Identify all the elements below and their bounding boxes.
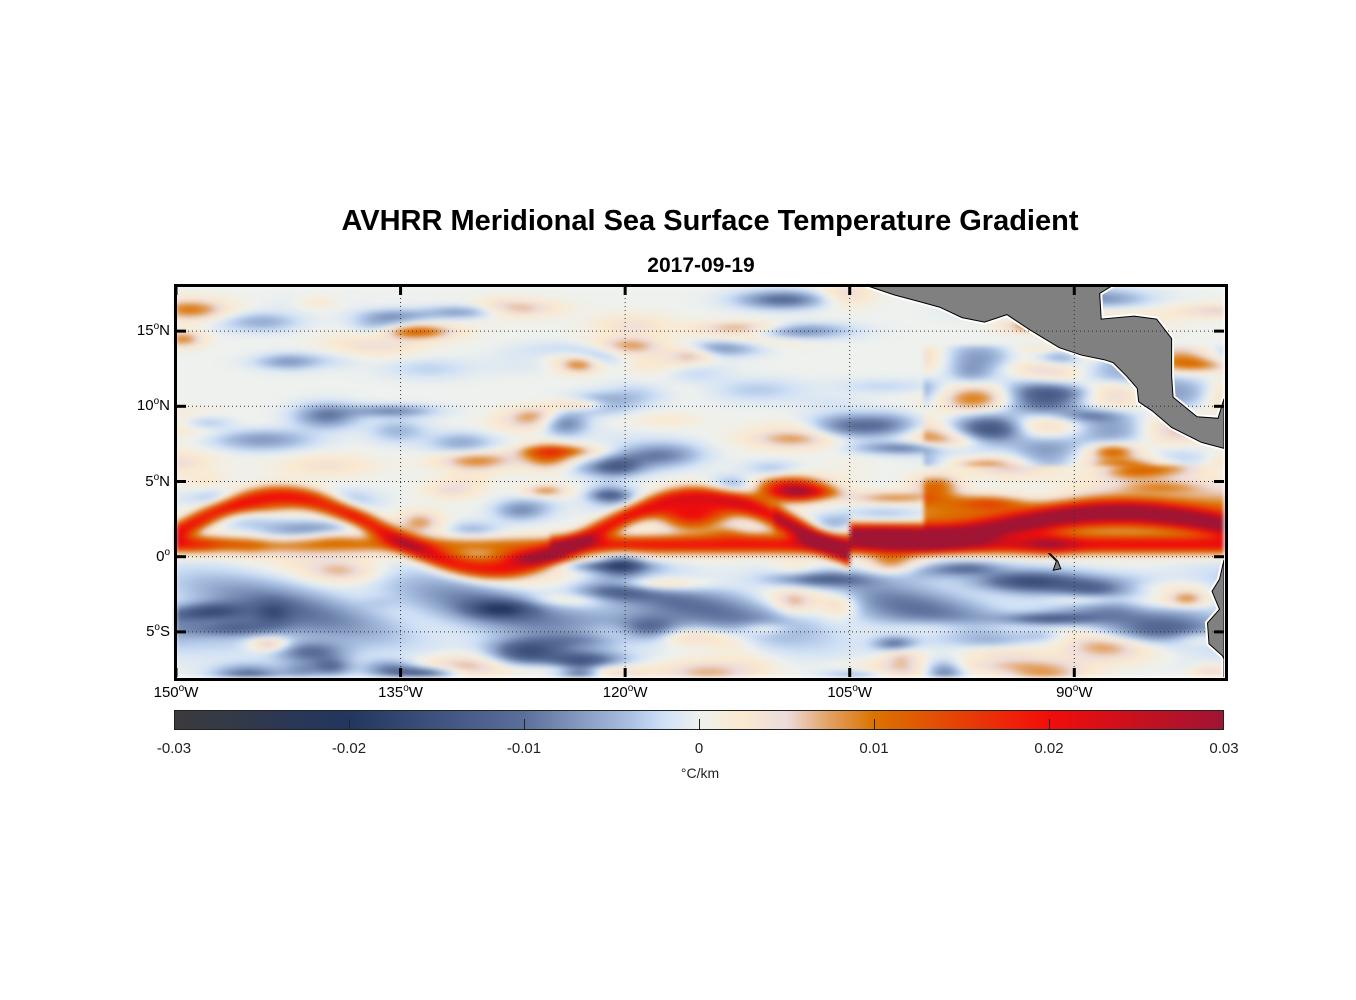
y-tick-label: 15oN [136, 321, 170, 340]
colorbar-tick [874, 719, 875, 729]
y-tick-label: 5oN [145, 471, 170, 490]
chart-subtitle: 2017-09-19 [647, 254, 755, 277]
x-tick-label: 150oW [153, 683, 199, 701]
land-south-america [1206, 559, 1224, 677]
x-tick-label: 135oW [378, 683, 423, 701]
colorbar-tick-label: 0.02 [1034, 740, 1064, 757]
colorbar-tick-label: -0.03 [156, 740, 192, 757]
map-overlay [176, 286, 1224, 677]
colorbar-tick [1049, 719, 1050, 729]
colorbar-tick [349, 719, 350, 729]
land-central-america [867, 286, 1224, 449]
y-tick-label: 0o [156, 546, 170, 565]
land-galapagos [1047, 553, 1062, 571]
x-tick-label: 105oW [827, 683, 873, 701]
chart-title: AVHRR Meridional Sea Surface Temperature… [341, 205, 1079, 237]
colorbar-tick-label: -0.02 [331, 740, 367, 757]
colorbar-tick-label: -0.01 [506, 740, 542, 757]
x-tick-label: 120oW [602, 683, 648, 701]
colorbar-tick [699, 719, 700, 729]
colorbar-tick [524, 719, 525, 729]
colorbar-tick-label: 0.01 [859, 740, 889, 757]
colorbar-tick-label: 0.03 [1209, 740, 1239, 757]
colorbar-tick-label: 0 [694, 740, 704, 757]
sst-gradient-map [176, 286, 1224, 677]
y-tick-label: 5oS [146, 621, 170, 640]
y-tick-label: 10oN [136, 396, 170, 415]
colorbar-units-label: °C/km [680, 765, 720, 781]
x-tick-label: 90oW [1056, 683, 1093, 701]
